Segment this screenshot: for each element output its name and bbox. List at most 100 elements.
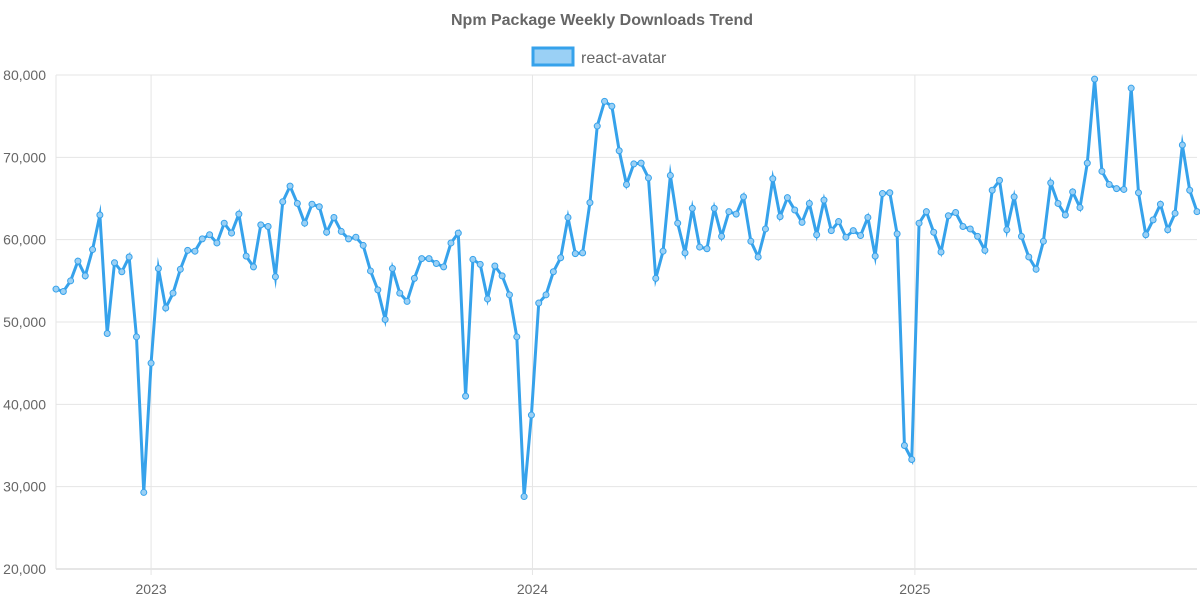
data-point[interactable] [396,289,404,297]
data-point[interactable] [213,239,221,247]
data-point[interactable] [1003,226,1011,234]
data-point[interactable] [191,247,199,255]
data-point[interactable] [1113,185,1121,193]
data-point[interactable] [1164,226,1172,234]
data-point[interactable] [893,230,901,238]
data-point[interactable] [432,260,440,268]
data-point[interactable] [1069,188,1077,196]
data-point[interactable] [579,249,587,257]
data-point[interactable] [513,333,521,341]
data-point[interactable] [535,299,543,307]
data-point[interactable] [981,246,989,254]
data-point[interactable] [176,265,184,273]
data-point[interactable] [498,272,506,280]
data-point[interactable] [81,272,89,280]
legend[interactable]: react-avatar [531,46,667,67]
data-point[interactable] [630,160,638,168]
data-point[interactable] [674,219,682,227]
data-point[interactable] [293,199,301,207]
data-point[interactable] [118,268,126,276]
data-point[interactable] [571,250,579,258]
data-point[interactable] [930,228,938,236]
data-point[interactable] [988,186,996,194]
data-point[interactable] [323,228,331,236]
data-point[interactable] [1047,179,1055,187]
data-point[interactable] [1017,232,1025,240]
data-point[interactable] [132,333,140,341]
data-point[interactable] [228,229,236,237]
data-point[interactable] [1098,167,1106,175]
data-point[interactable] [623,181,630,188]
data-point[interactable] [1039,237,1047,245]
data-point[interactable] [1061,211,1069,219]
data-point[interactable] [242,252,250,260]
data-point[interactable] [527,411,535,419]
data-point[interactable] [637,159,645,167]
data-point[interactable] [615,147,623,155]
data-point[interactable] [1032,265,1040,273]
data-point[interactable] [608,102,616,110]
data-point[interactable] [952,209,960,216]
data-point[interactable] [849,227,857,235]
data-point[interactable] [315,203,323,211]
data-point[interactable] [549,268,557,276]
data-point[interactable] [469,255,477,263]
data-point[interactable] [279,198,287,206]
data-point[interactable] [476,260,484,268]
data-point[interactable] [944,212,952,220]
data-point[interactable] [688,204,696,212]
data-point[interactable] [652,274,660,282]
data-point[interactable] [1149,216,1157,224]
data-point[interactable] [505,291,513,299]
data-point[interactable] [462,392,470,400]
data-point[interactable] [1091,75,1099,83]
data-point[interactable] [842,233,850,241]
data-point[interactable] [388,264,396,272]
data-point[interactable] [644,174,652,182]
data-point[interactable] [330,213,338,221]
data-point[interactable] [922,208,930,216]
data-point[interactable] [769,175,777,183]
data-point[interactable] [271,273,279,281]
data-point[interactable] [900,442,908,449]
data-point[interactable] [1156,200,1164,208]
data-point[interactable] [374,286,382,294]
data-point[interactable] [454,229,462,237]
data-point[interactable] [440,263,448,271]
data-point[interactable] [659,247,667,255]
data-point[interactable] [1178,141,1186,149]
data-point[interactable] [864,213,872,221]
data-point[interactable] [286,182,294,190]
data-point[interactable] [761,225,769,233]
data-point[interactable] [1054,199,1062,207]
data-point[interactable] [491,262,499,270]
data-point[interactable] [798,218,806,226]
data-point[interactable] [264,222,272,230]
data-point[interactable] [198,235,206,243]
data-point[interactable] [857,232,865,240]
data-point[interactable] [871,252,879,260]
data-point[interactable] [827,227,835,235]
data-point[interactable] [59,288,67,296]
data-point[interactable] [1142,231,1150,239]
data-point[interactable] [67,277,75,285]
data-point[interactable] [111,259,119,267]
data-point[interactable] [140,488,148,496]
data-point[interactable] [974,232,982,240]
data-point[interactable] [249,263,257,271]
data-point[interactable] [703,245,711,253]
data-point[interactable] [52,285,60,293]
data-point[interactable] [1186,186,1194,194]
data-point[interactable] [184,246,192,254]
data-point[interactable] [206,231,214,239]
data-point[interactable] [301,219,309,227]
data-point[interactable] [169,289,177,297]
data-point[interactable] [74,257,82,265]
data-point[interactable] [601,97,609,105]
data-point[interactable] [915,219,923,227]
data-point[interactable] [103,330,111,338]
data-point[interactable] [820,196,828,204]
data-point[interactable] [235,210,243,218]
data-point[interactable] [447,239,455,247]
data-point[interactable] [162,304,170,312]
